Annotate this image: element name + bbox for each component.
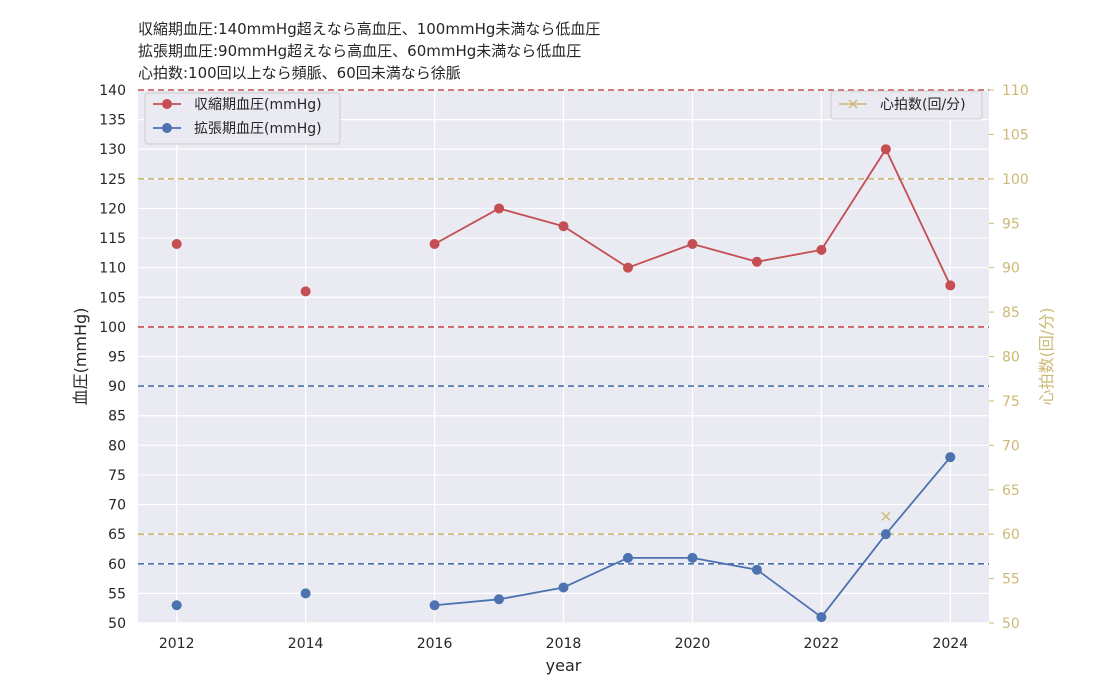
y-left-tick-label: 100 — [99, 320, 126, 336]
y-right-tick-label: 75 — [1002, 394, 1020, 410]
y-right-tick-label: 70 — [1002, 438, 1020, 454]
legend-swatch-marker — [162, 123, 172, 133]
y-left-tick-label: 125 — [99, 172, 126, 188]
legend-swatch-marker — [162, 99, 172, 109]
series-1-point — [429, 600, 440, 611]
series-0-point — [687, 238, 698, 249]
y-left-tick-label: 120 — [99, 201, 126, 217]
note-diastolic: 拡張期血圧:90mmHg超えなら高血圧、60mmHg未満なら低血圧 — [138, 42, 582, 60]
series-0-point — [880, 144, 891, 155]
y-left-tick-label: 55 — [108, 586, 126, 602]
y-left-tick-label: 140 — [99, 83, 126, 99]
series-0-point — [816, 244, 827, 255]
y-left-tick-label: 130 — [99, 142, 126, 158]
y-left-tick-label: 135 — [99, 113, 126, 129]
series-0-point — [558, 221, 569, 232]
series-0-point — [171, 238, 182, 249]
y-right-tick-label: 60 — [1002, 527, 1020, 543]
legend-label: 心拍数(回/分) — [880, 97, 966, 113]
series-1-segment — [434, 598, 500, 607]
series-0-point — [751, 256, 762, 267]
y-left-tick-label: 65 — [108, 527, 126, 543]
y-right-tick-label: 110 — [1002, 83, 1029, 99]
y-right-tick-label: 55 — [1002, 572, 1020, 588]
y-left-tick-label: 95 — [108, 350, 126, 366]
series-1-segment — [885, 456, 952, 535]
legend-label: 収縮期血圧(mmHg) — [194, 97, 322, 113]
series-1-point — [494, 594, 505, 605]
y-right-tick-label: 50 — [1002, 616, 1020, 632]
series-1-segment — [692, 556, 758, 571]
legend-right-box — [830, 90, 983, 120]
note-heart-rate: 心拍数:100回以上なら頻脈、60回未満なら徐脈 — [138, 64, 461, 82]
series-1-point — [751, 564, 762, 575]
note-systolic: 収縮期血圧:140mmHg超えなら高血圧、100mmHg未満なら低血圧 — [138, 20, 601, 38]
series-1-point — [816, 612, 827, 623]
x-tick-label: 2024 — [932, 636, 968, 652]
series-0-point — [622, 262, 633, 273]
y-right-tick-label: 95 — [1002, 216, 1020, 232]
x-tick-label: 2016 — [417, 636, 453, 652]
series-0-segment — [692, 243, 758, 263]
x-axis-title: year — [546, 656, 582, 675]
series-0-point — [300, 286, 311, 297]
y-left-tick-label: 110 — [99, 261, 126, 277]
x-tick-label: 2022 — [804, 636, 840, 652]
y-left-tick-label: 90 — [108, 379, 126, 395]
x-tick-label: 2020 — [675, 636, 711, 652]
y-right-tick-label: 65 — [1002, 483, 1020, 499]
series-1-segment — [563, 557, 629, 589]
legend-swatch-marker — [848, 99, 858, 109]
y-left-tick-label: 80 — [108, 438, 126, 454]
series-1-point — [880, 529, 891, 540]
series-1-point — [171, 600, 182, 611]
y-left-tick-label: 60 — [108, 557, 126, 573]
x-tick-label: 2014 — [288, 636, 324, 652]
series-1-segment — [820, 533, 887, 618]
series-1-point — [687, 552, 698, 563]
y-left-axis-title: 血圧(mmHg) — [71, 308, 90, 406]
x-marker-stroke — [881, 511, 891, 521]
y-right-tick-label: 85 — [1002, 305, 1020, 321]
y-left-tick-label: 115 — [99, 231, 126, 247]
series-0-segment — [820, 148, 887, 251]
series-1-point — [945, 452, 956, 463]
series-1-point — [300, 588, 311, 599]
y-left-tick-label: 85 — [108, 409, 126, 425]
x-tick-label: 2018 — [546, 636, 582, 652]
x-tick-label: 2012 — [159, 636, 195, 652]
y-left-tick-label: 70 — [108, 498, 126, 514]
series-0-point — [945, 280, 956, 291]
series-2-point — [881, 511, 891, 521]
series-1-segment — [756, 568, 822, 618]
series-1-point — [622, 552, 633, 563]
y-right-tick-label: 80 — [1002, 350, 1020, 366]
y-right-tick-label: 90 — [1002, 261, 1020, 277]
series-0-segment — [498, 207, 564, 228]
y-left-tick-label: 50 — [108, 616, 126, 632]
legend-label: 拡張期血圧(mmHg) — [194, 121, 322, 137]
series-0-segment — [885, 148, 952, 286]
y-right-tick-label: 100 — [1002, 172, 1029, 188]
y-left-tick-label: 105 — [99, 290, 126, 306]
series-1-point — [558, 582, 569, 593]
series-0-segment — [434, 207, 500, 245]
y-right-axis-title: 心拍数(回/分) — [1037, 308, 1056, 406]
legend-left-box — [144, 92, 341, 145]
y-left-tick-label: 75 — [108, 468, 126, 484]
series-0-segment — [627, 243, 693, 269]
series-0-segment — [563, 225, 629, 269]
series-0-segment — [756, 249, 822, 263]
series-0-point — [494, 203, 505, 214]
series-0-point — [429, 238, 440, 249]
series-1-segment — [498, 586, 564, 601]
y-right-tick-label: 105 — [1002, 127, 1029, 143]
